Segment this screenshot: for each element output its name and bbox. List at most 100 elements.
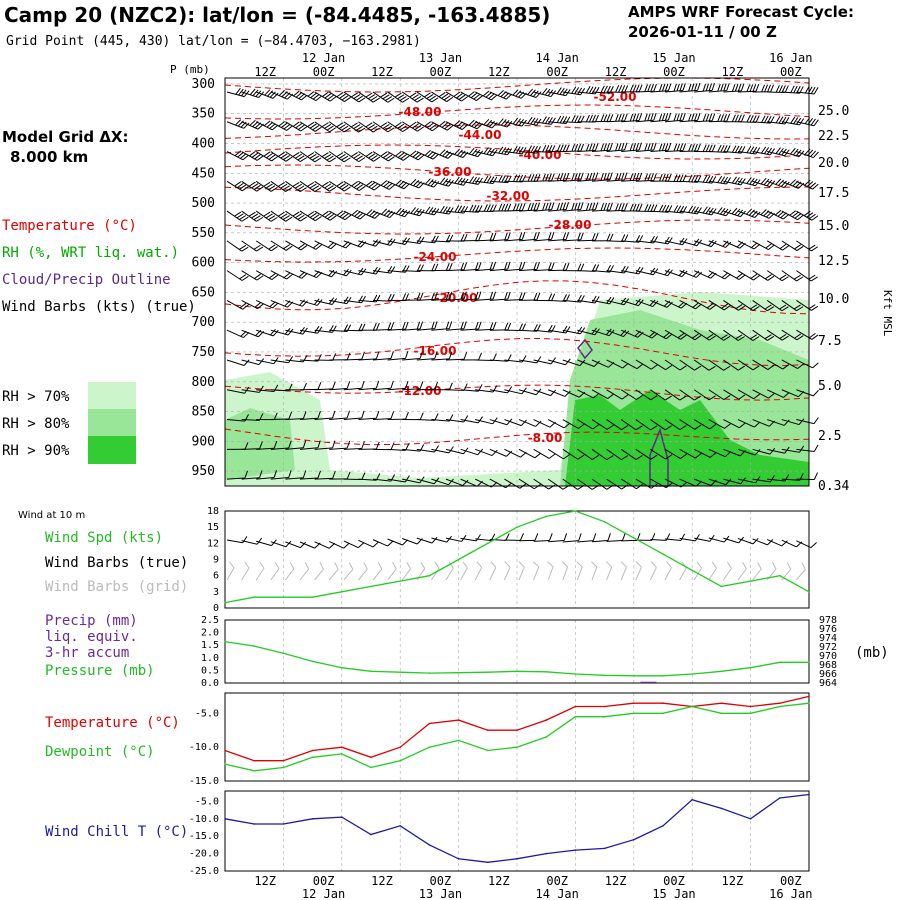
legend-temperature: Temperature (°C) <box>2 218 137 234</box>
barb-feather <box>603 143 607 151</box>
barb-staff <box>606 539 623 542</box>
barb-staff <box>299 240 317 250</box>
barb-feather <box>504 203 509 212</box>
y-tick-label: -15.0 <box>189 776 219 787</box>
barb-staff <box>664 270 683 278</box>
barb-feather <box>339 183 346 189</box>
barb-staff <box>723 240 741 249</box>
barb-feather <box>781 116 787 124</box>
barb-feather <box>354 211 361 217</box>
wind-barb <box>402 236 425 245</box>
isotherm <box>224 219 810 235</box>
barb-feather <box>778 85 783 93</box>
barb-feather <box>280 213 288 219</box>
barb-feather <box>752 306 760 311</box>
barb-feather <box>559 115 565 124</box>
wind-barb <box>679 174 702 183</box>
barb-staff <box>562 566 569 581</box>
barb-feather <box>635 142 639 151</box>
barb-staff <box>475 298 494 301</box>
barb-feather <box>289 561 295 570</box>
barb-feather <box>439 149 446 156</box>
barb-feather <box>548 202 552 211</box>
barb-feather <box>520 419 527 426</box>
wind-barb <box>460 147 484 158</box>
barb-staff <box>722 568 732 581</box>
wind-barb <box>241 210 264 222</box>
barb-feather <box>536 356 542 364</box>
wind-barb <box>679 448 702 459</box>
barb-feather <box>439 177 446 185</box>
barb-feather <box>682 238 688 246</box>
legend-rh80: RH > 80% <box>2 416 70 432</box>
barb-feather <box>808 304 816 310</box>
surface-wind-barb <box>591 533 611 543</box>
barb-feather <box>682 112 686 121</box>
time-hour-label-bottom: 12Z <box>605 874 627 888</box>
barb-feather <box>280 122 288 128</box>
barb-staff <box>548 540 565 543</box>
wind-barb <box>329 410 350 421</box>
barb-feather <box>721 272 729 278</box>
barb-staff <box>547 478 564 490</box>
barb-feather <box>344 186 351 192</box>
wind-barb <box>767 85 789 93</box>
wind-barb <box>591 142 613 153</box>
barb-feather <box>519 533 524 541</box>
surface-wind-barb <box>372 539 394 547</box>
barb-feather <box>434 351 438 359</box>
wind-barb <box>402 207 425 217</box>
barb-feather <box>341 95 349 101</box>
pressure-line-point <box>603 674 606 677</box>
barb-staff <box>518 419 536 427</box>
isotherm-label: -8.00 <box>528 431 563 445</box>
wind-barb <box>270 327 294 336</box>
barb-staff <box>737 329 754 341</box>
barb-feather <box>251 183 259 189</box>
barb-feather <box>385 154 393 160</box>
barb-feather <box>734 145 740 153</box>
barb-feather <box>750 304 758 310</box>
barb-feather <box>600 85 605 93</box>
wind-barb <box>226 210 249 222</box>
legend-windchill: Wind Chill T (°C) <box>45 824 188 840</box>
barb-staff <box>402 538 418 545</box>
barb-feather <box>810 86 816 94</box>
barb-feather <box>242 536 248 544</box>
barb-staff <box>650 419 666 431</box>
time-hour-label-bottom: 00Z <box>663 874 685 888</box>
wind-barb <box>445 120 469 130</box>
wind-barb <box>606 142 628 153</box>
barb-staff <box>723 389 739 400</box>
wind-speed-line-point <box>633 537 635 539</box>
barb-feather <box>445 291 450 300</box>
barb-feather <box>256 216 264 222</box>
barb-feather <box>711 113 716 121</box>
surface-wind-barb <box>358 539 379 548</box>
barb-feather <box>406 561 412 570</box>
barb-staff <box>416 419 435 421</box>
barb-feather <box>605 561 613 568</box>
barb-staff <box>606 389 623 400</box>
wind-barb <box>299 180 322 192</box>
barb-feather <box>565 172 570 181</box>
barb-feather <box>462 561 468 569</box>
barb-feather <box>549 533 553 541</box>
wind-barb <box>518 356 542 364</box>
barb-staff <box>314 270 332 278</box>
wind-speed-line-point <box>545 515 547 518</box>
barb-feather <box>324 153 332 159</box>
kft-tick-label: 0.34 <box>818 479 849 494</box>
dewpoint-line-point <box>603 715 606 718</box>
barb-feather <box>442 206 448 214</box>
wind-barb <box>358 180 381 191</box>
barb-feather <box>462 151 469 158</box>
barb-feather <box>621 394 629 400</box>
barb-staff <box>664 419 681 431</box>
barb-feather <box>705 83 710 92</box>
time-date-label-top: 16 Jan <box>769 51 812 65</box>
barb-feather <box>358 323 363 331</box>
kft-tick-label: 12.5 <box>818 254 849 269</box>
barb-feather <box>527 174 532 182</box>
wind-barb <box>635 389 658 401</box>
